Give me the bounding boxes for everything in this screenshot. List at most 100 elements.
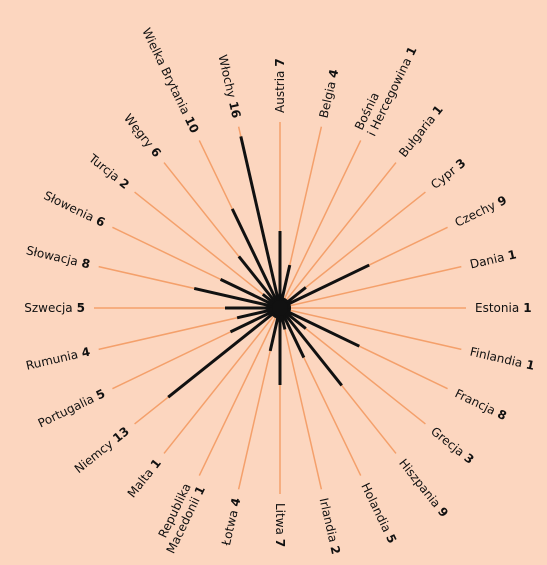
country-value: 5 xyxy=(94,386,108,402)
label-text: Austria 7 xyxy=(273,58,287,113)
label: Cypr3 xyxy=(428,155,468,191)
label-text: Niemcy13 xyxy=(71,424,131,476)
spoke xyxy=(279,307,462,351)
label: Hiszpania9 xyxy=(396,456,451,520)
country-value: 10 xyxy=(182,114,202,135)
label-text: Finlandia1 xyxy=(469,344,536,372)
country-name: Portugalia xyxy=(36,391,96,430)
label: Belgia4 xyxy=(316,68,341,119)
country-name: Rumunia xyxy=(24,347,79,372)
country-value: 6 xyxy=(94,213,108,229)
country-value: 1 xyxy=(403,44,419,58)
spoke xyxy=(279,307,323,490)
label: Grecja3 xyxy=(428,424,477,467)
label-text: Irlandia2 xyxy=(317,496,343,555)
label-text: Republika Macedonii1 xyxy=(151,477,208,555)
label-text: Wielka Brytania10 xyxy=(140,26,202,136)
country-value: 8 xyxy=(495,406,509,422)
country-value: 3 xyxy=(453,155,468,171)
country-value: 8 xyxy=(80,255,91,271)
country-name: Finlandia xyxy=(469,344,524,370)
value-bar xyxy=(167,306,281,399)
country-name: Belgia xyxy=(316,80,338,119)
country-name: Szwecja xyxy=(24,301,72,315)
country-value: 4 xyxy=(80,344,91,360)
country-value: 2 xyxy=(117,175,132,191)
country-value: 7 xyxy=(273,58,287,66)
label-text: Cypr3 xyxy=(428,155,468,191)
country-value: 1 xyxy=(147,456,163,471)
label-text: Włochy16 xyxy=(216,53,244,119)
label: Irlandia2 xyxy=(317,496,343,555)
country-name: Hiszpania xyxy=(396,456,443,510)
label-text: Hiszpania9 xyxy=(396,456,451,520)
country-value: 1 xyxy=(506,247,517,263)
country-name: Węgry xyxy=(121,111,156,150)
label-text: Dania1 xyxy=(468,247,517,271)
country-name: Estonia xyxy=(475,301,519,315)
country-name: Austria xyxy=(273,71,287,113)
country-name: Niemcy xyxy=(71,437,115,476)
value-bar xyxy=(237,255,282,309)
country-value: 5 xyxy=(383,532,399,546)
label: Włochy16 xyxy=(216,53,244,119)
country-value: 9 xyxy=(495,192,509,208)
label-text: Szwecja 5 xyxy=(24,301,85,315)
label: Malta1 xyxy=(124,456,163,500)
spoke xyxy=(198,307,281,476)
value-bar xyxy=(278,307,306,359)
country-name: Irlandia xyxy=(317,496,341,543)
label-text: Węgry6 xyxy=(121,111,164,160)
country-value: 7 xyxy=(274,539,288,547)
label-text: Malta1 xyxy=(124,456,163,500)
label: Holandia5 xyxy=(359,480,400,545)
country-name: Bułgaria xyxy=(396,112,438,160)
label: Portugalia5 xyxy=(36,386,108,430)
country-value: 4 xyxy=(227,496,243,507)
label: Finlandia1 xyxy=(469,344,536,372)
country-name: Holandia xyxy=(359,480,395,534)
country-name: Dania xyxy=(468,250,505,271)
label-text: Łotwa4 xyxy=(218,496,243,547)
country-value: 6 xyxy=(148,144,164,159)
country-name: Bośnia i Hercegowina xyxy=(352,49,414,138)
label: Niemcy13 xyxy=(71,424,131,476)
value-bar xyxy=(219,278,281,310)
label-text: Holandia5 xyxy=(359,480,400,545)
spoke xyxy=(279,140,362,309)
label: Słowenia6 xyxy=(42,188,108,229)
country-name: Grecja xyxy=(428,424,467,459)
value-bar xyxy=(279,306,360,348)
label: Dania1 xyxy=(468,247,517,271)
label-text: Francja8 xyxy=(453,386,509,423)
spoke xyxy=(163,307,281,454)
label-text: Czechy9 xyxy=(452,192,508,229)
country-name: Francja xyxy=(453,386,498,417)
label: Republika Macedonii1 xyxy=(151,477,208,555)
value-bar xyxy=(239,136,282,309)
label: Estonia 1 xyxy=(475,301,532,315)
country-value: 1 xyxy=(525,357,536,373)
spoke xyxy=(134,191,281,309)
label-text: Portugalia5 xyxy=(36,386,108,430)
country-value: 5 xyxy=(77,301,85,315)
country-name: Słowenia xyxy=(42,188,97,224)
label-text: Turcja2 xyxy=(86,150,133,191)
value-bar xyxy=(230,208,282,309)
country-name: Wielka Brytania xyxy=(140,26,193,117)
spoke xyxy=(279,162,397,309)
label-text: Belgia4 xyxy=(316,68,341,119)
label: Bośnia i Hercegowina1 xyxy=(352,44,420,138)
label: Francja8 xyxy=(453,386,509,423)
label: Turcja2 xyxy=(86,150,133,191)
country-value: 1 xyxy=(523,301,531,315)
label: Słowacja8 xyxy=(25,243,92,271)
country-value: 9 xyxy=(435,504,451,519)
label-text: Słowenia6 xyxy=(42,188,108,229)
country-name: Słowacja xyxy=(25,243,80,268)
label: Litwa 7 xyxy=(274,503,288,547)
label-text: Estonia 1 xyxy=(475,301,532,315)
value-bar xyxy=(278,307,343,387)
label: Węgry6 xyxy=(121,111,164,160)
